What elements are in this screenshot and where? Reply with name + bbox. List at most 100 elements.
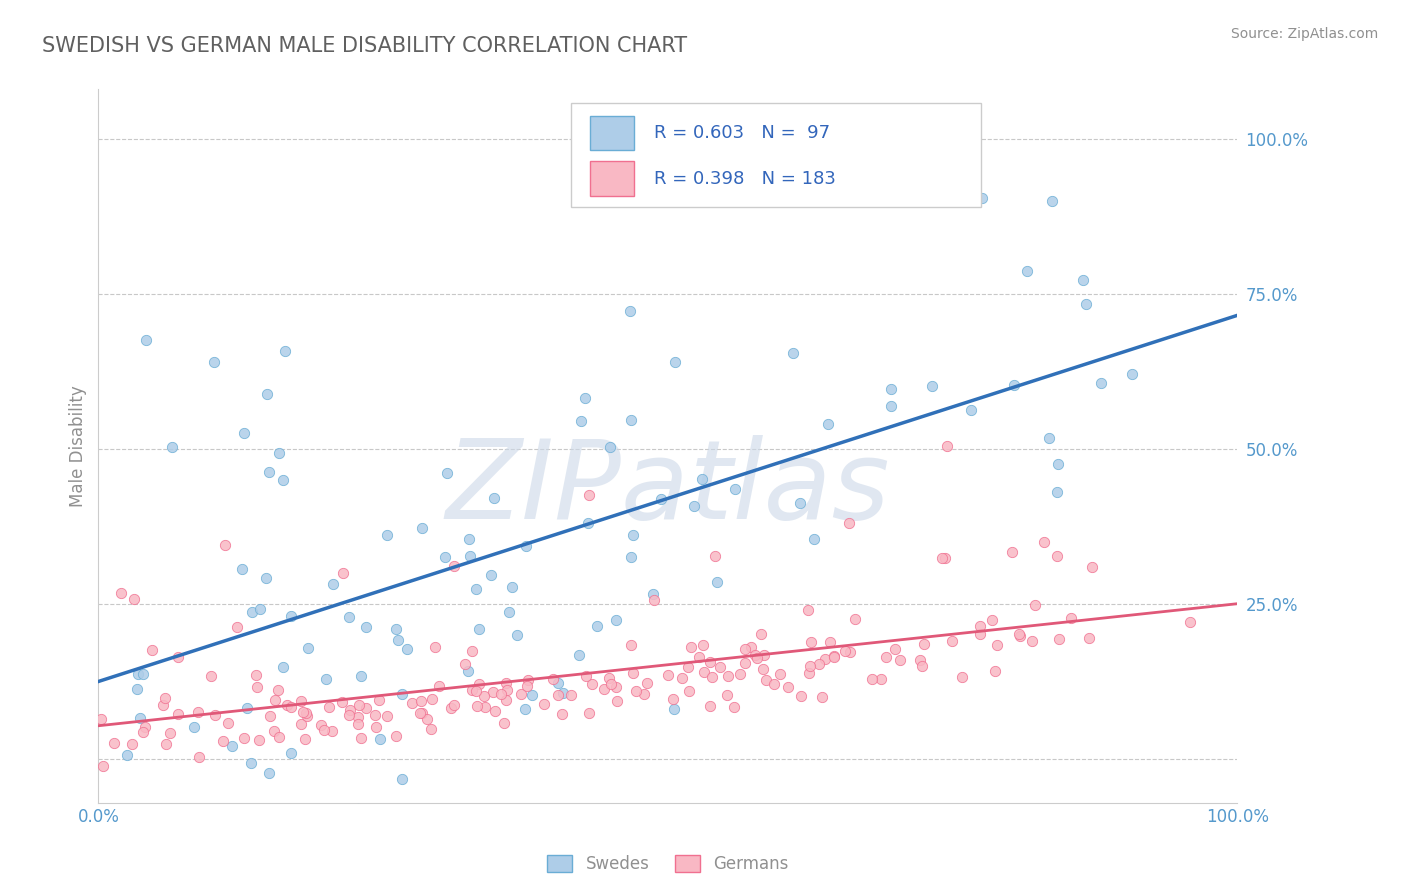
Point xyxy=(290,694,312,708)
Point xyxy=(232,731,254,745)
Point xyxy=(254,571,277,585)
Point xyxy=(752,662,775,676)
Point xyxy=(600,677,623,691)
Point xyxy=(884,642,907,657)
Point xyxy=(551,706,574,721)
Point xyxy=(443,698,465,712)
Point xyxy=(153,690,176,705)
Point xyxy=(506,628,529,642)
Point xyxy=(489,687,512,701)
Point xyxy=(650,492,672,507)
Point xyxy=(547,688,569,702)
Point xyxy=(576,516,599,530)
Point xyxy=(1008,628,1031,642)
Point xyxy=(879,399,901,413)
Point xyxy=(510,687,533,701)
Point xyxy=(461,683,484,698)
Point xyxy=(346,710,368,724)
Point xyxy=(159,726,181,740)
Point xyxy=(269,730,291,744)
Point xyxy=(482,685,505,699)
Point xyxy=(217,715,239,730)
Point xyxy=(671,671,693,685)
FancyBboxPatch shape xyxy=(591,161,634,195)
Point xyxy=(368,731,391,746)
Point xyxy=(693,665,716,679)
Point xyxy=(467,622,489,636)
Point xyxy=(814,652,837,666)
Point xyxy=(790,689,813,703)
Point xyxy=(593,682,616,697)
Point xyxy=(984,665,1007,679)
Point xyxy=(662,692,685,706)
Point xyxy=(657,668,679,682)
Point xyxy=(322,577,344,591)
Point xyxy=(276,698,298,712)
Point xyxy=(800,635,823,649)
Point xyxy=(533,697,555,711)
Point xyxy=(257,765,280,780)
Point xyxy=(541,673,564,687)
Point xyxy=(683,500,706,514)
Point xyxy=(501,580,523,594)
Point xyxy=(679,640,702,655)
Point xyxy=(240,605,263,619)
Point xyxy=(166,706,188,721)
Text: R = 0.398   N = 183: R = 0.398 N = 183 xyxy=(654,170,837,188)
Point xyxy=(434,549,457,564)
Point xyxy=(294,732,316,747)
Point xyxy=(90,712,112,726)
Point xyxy=(247,732,270,747)
Point xyxy=(754,673,776,687)
Point xyxy=(941,634,963,648)
Point xyxy=(950,671,973,685)
Point xyxy=(202,354,225,368)
Point xyxy=(875,649,897,664)
Point xyxy=(349,698,371,712)
Point xyxy=(375,527,398,541)
Point xyxy=(366,720,388,734)
Point xyxy=(364,708,387,723)
Point xyxy=(598,672,620,686)
Point xyxy=(122,592,145,607)
Point xyxy=(267,446,290,460)
Point xyxy=(1078,632,1101,646)
Point xyxy=(1008,627,1031,641)
Point xyxy=(808,657,831,672)
Point xyxy=(1073,273,1095,287)
Point xyxy=(678,684,700,698)
Point xyxy=(141,643,163,657)
Point xyxy=(411,521,433,535)
Point xyxy=(1046,457,1069,471)
Point xyxy=(484,704,506,718)
Point xyxy=(621,666,644,681)
Point xyxy=(515,539,537,553)
Point xyxy=(368,692,391,706)
Point xyxy=(619,304,641,318)
Point xyxy=(1040,194,1063,208)
Point xyxy=(396,641,419,656)
Point xyxy=(256,387,278,401)
Point xyxy=(356,700,378,714)
Point xyxy=(636,676,658,690)
Point xyxy=(934,550,956,565)
Point xyxy=(752,648,775,663)
Point xyxy=(740,640,762,655)
Point xyxy=(641,587,664,601)
Point xyxy=(464,582,486,596)
Point xyxy=(797,603,820,617)
Point xyxy=(121,737,143,751)
Point xyxy=(401,696,423,710)
Point xyxy=(599,440,621,454)
Y-axis label: Male Disability: Male Disability xyxy=(69,385,87,507)
Text: ZIPatlas: ZIPatlas xyxy=(446,435,890,542)
Point xyxy=(633,687,655,701)
Point xyxy=(908,653,931,667)
Point xyxy=(889,653,911,667)
Point xyxy=(605,613,627,627)
Point xyxy=(838,645,860,659)
Point xyxy=(411,706,433,721)
Point xyxy=(474,699,496,714)
Point xyxy=(980,613,1002,627)
Point xyxy=(1047,632,1070,646)
